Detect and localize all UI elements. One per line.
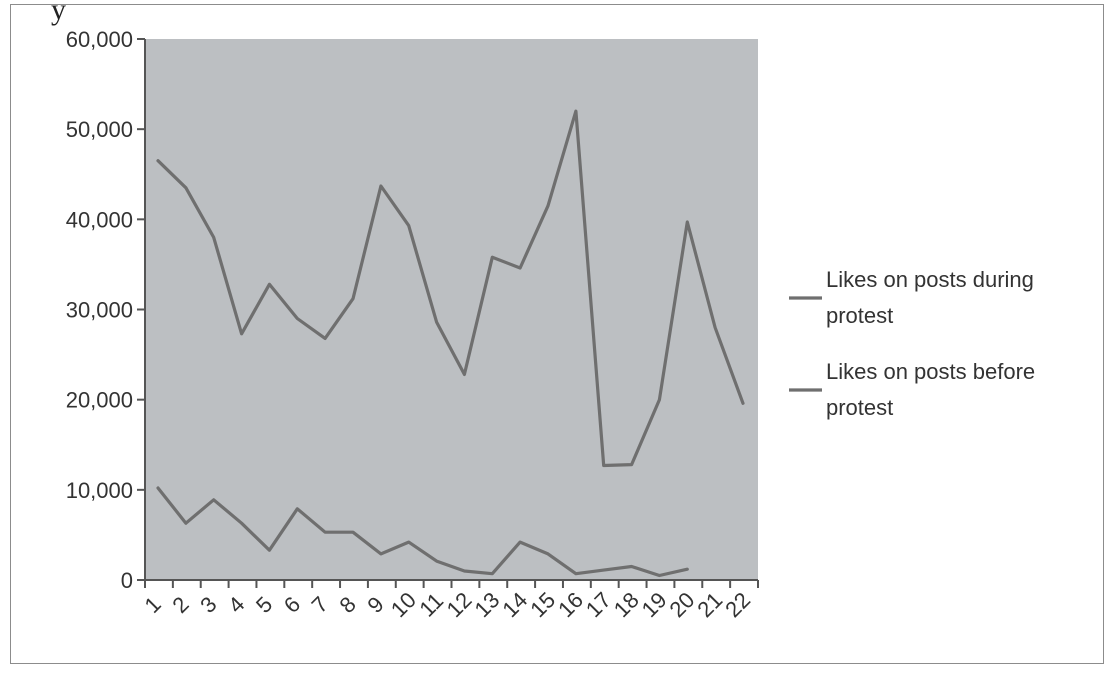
x-tick-label: 3 bbox=[195, 592, 221, 618]
x-tick-label: 8 bbox=[335, 592, 361, 618]
x-tick-label: 4 bbox=[223, 592, 249, 618]
x-tick-label: 22 bbox=[720, 587, 755, 622]
legend-label-1: Likes on posts during bbox=[826, 267, 1034, 292]
y-tick-label: 50,000 bbox=[66, 117, 133, 142]
y-tick-label: 40,000 bbox=[66, 207, 133, 232]
x-tick-label: 6 bbox=[279, 592, 305, 618]
y-tick-label: 30,000 bbox=[66, 298, 133, 323]
y-tick-label: 0 bbox=[121, 568, 133, 593]
x-tick-label: 2 bbox=[167, 592, 193, 618]
series-line-2 bbox=[156, 486, 689, 578]
legend-label-1: protest bbox=[826, 303, 893, 328]
x-tick-label: 7 bbox=[307, 592, 333, 618]
plot-area bbox=[145, 39, 758, 580]
legend-label-2: protest bbox=[826, 395, 893, 420]
legend-label-2: Likes on posts before bbox=[826, 359, 1035, 384]
legend: Likes on posts during protest Likes on pos… bbox=[789, 267, 1035, 420]
series-line-1 bbox=[156, 109, 745, 468]
x-tick-label: 1 bbox=[140, 592, 166, 618]
y-axis-ticks: 60,000 50,000 40,000 30,000 20,000 10,000 0 bbox=[66, 27, 145, 593]
caption-fragment: y bbox=[51, 0, 66, 26]
x-tick-label: 5 bbox=[251, 592, 277, 618]
y-tick-label: 10,000 bbox=[66, 478, 133, 503]
series-lines bbox=[156, 109, 745, 578]
y-tick-label: 60,000 bbox=[66, 27, 133, 52]
y-tick-label: 20,000 bbox=[66, 388, 133, 413]
